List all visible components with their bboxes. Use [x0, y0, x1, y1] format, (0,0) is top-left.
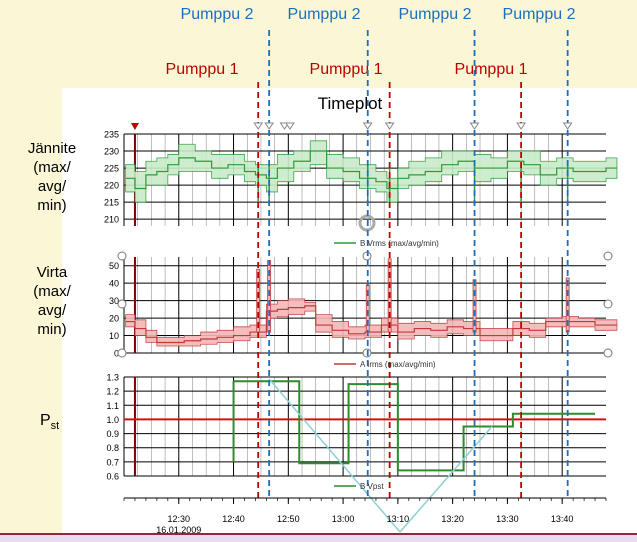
event-marker: [562, 122, 573, 130]
time-axis-tick-label: 13:00: [332, 514, 355, 524]
pst-axis-label: Pst: [40, 411, 59, 436]
pump1-label-3: Pumppu 1: [454, 61, 528, 78]
time-axis-tick-label: 13:40: [551, 514, 574, 524]
voltage-legend-text: B Vrms (max/avg/min): [360, 239, 439, 248]
voltage-label-line-2: (max/: [33, 159, 71, 176]
current-label-line-3: avg/: [37, 302, 67, 319]
current-y-tick-label: 40: [109, 279, 119, 289]
current-y-tick-label: 20: [109, 314, 119, 324]
voltage-label-line-3: avg/: [37, 178, 67, 195]
pst-y-tick-label: 1.1: [106, 401, 119, 411]
time-axis-tick-label: 13:10: [387, 514, 410, 524]
pst-y-tick-label: 0.7: [106, 457, 119, 467]
time-axis-tick-label: 12:30: [168, 514, 191, 524]
pst-y-tick-label: 0.9: [106, 429, 119, 439]
voltage-y-tick-label: 210: [104, 215, 119, 225]
pst-y-tick-label: 0.6: [106, 472, 119, 482]
pump2-label-1: Pumppu 2: [180, 6, 254, 23]
current-legend-text: A Irms (max/avg/min): [360, 360, 436, 369]
time-axis-tick-label: 13:20: [441, 514, 464, 524]
current-y-tick-label: 0: [114, 349, 119, 359]
pst-legend-text: B Vpst: [360, 482, 384, 491]
chart-title: Timeplot: [317, 94, 383, 113]
current-label-line-1: Virta: [36, 264, 68, 281]
selection-handle: [117, 299, 127, 309]
current-minmax-band: [125, 298, 618, 347]
event-marker: [264, 122, 275, 130]
voltage-axis-label: Jännite (max/ avg/ min): [10, 139, 94, 215]
voltage-y-tick-label: 215: [104, 198, 119, 208]
time-axis-date-label: 16.01.2009: [156, 525, 201, 535]
current-label-line-2: (max/: [33, 283, 71, 300]
current-y-tick-label: 10: [109, 331, 119, 341]
time-axis-tick-label: 13:30: [496, 514, 519, 524]
voltage-y-tick-label: 235: [104, 130, 119, 140]
voltage-label-line-1: Jännite: [27, 140, 77, 157]
current-avg-line: [125, 305, 617, 344]
pst-y-tick-label: 1.3: [106, 373, 119, 383]
pst-y-tick-label: 1.0: [106, 415, 119, 425]
event-marker: [516, 122, 527, 130]
selection-handle: [603, 348, 613, 358]
pump2-label-2: Pumppu 2: [287, 6, 361, 23]
time-axis-tick-label: 12:40: [222, 514, 245, 524]
voltage-avg-line: [125, 150, 617, 190]
pump1-label-1: Pumppu 1: [165, 61, 239, 78]
event-marker: [362, 122, 373, 130]
event-marker: [253, 122, 264, 130]
pst-plot-area: [124, 377, 606, 476]
pst-y-tick-label: 1.2: [106, 387, 119, 397]
pst-label-main: P: [40, 412, 51, 429]
event-marker: [384, 122, 395, 130]
selection-guide-right: [399, 426, 493, 533]
voltage-minmax-band: [125, 140, 618, 203]
selection-handle: [603, 251, 613, 261]
current-y-tick-label: 30: [109, 296, 119, 306]
voltage-y-tick-label: 220: [104, 181, 119, 191]
pst-label-sub: st: [50, 420, 60, 433]
pump1-label-2: Pumppu 1: [309, 61, 383, 78]
pump2-label-3: Pumppu 2: [398, 6, 472, 23]
current-label-line-4: min): [37, 321, 67, 338]
pst-y-tick-label: 0.8: [106, 443, 119, 453]
time-axis-tick-label: 12:50: [277, 514, 300, 524]
selection-handle: [117, 348, 127, 358]
current-y-tick-label: 50: [109, 261, 119, 271]
slide-bottom-band: [0, 533, 637, 542]
voltage-y-tick-label: 225: [104, 164, 119, 174]
pump2-label-4: Pumppu 2: [502, 6, 576, 23]
voltage-y-tick-label: 230: [104, 147, 119, 157]
selection-handle: [603, 299, 613, 309]
selection-guide-left: [268, 378, 401, 533]
voltage-label-line-4: min): [37, 197, 67, 214]
event-marker: [469, 122, 480, 130]
current-axis-label: Virta (max/ avg/ min): [14, 263, 90, 339]
selection-handle: [117, 251, 127, 261]
event-marker-start: [130, 123, 139, 130]
event-marker: [285, 122, 295, 130]
